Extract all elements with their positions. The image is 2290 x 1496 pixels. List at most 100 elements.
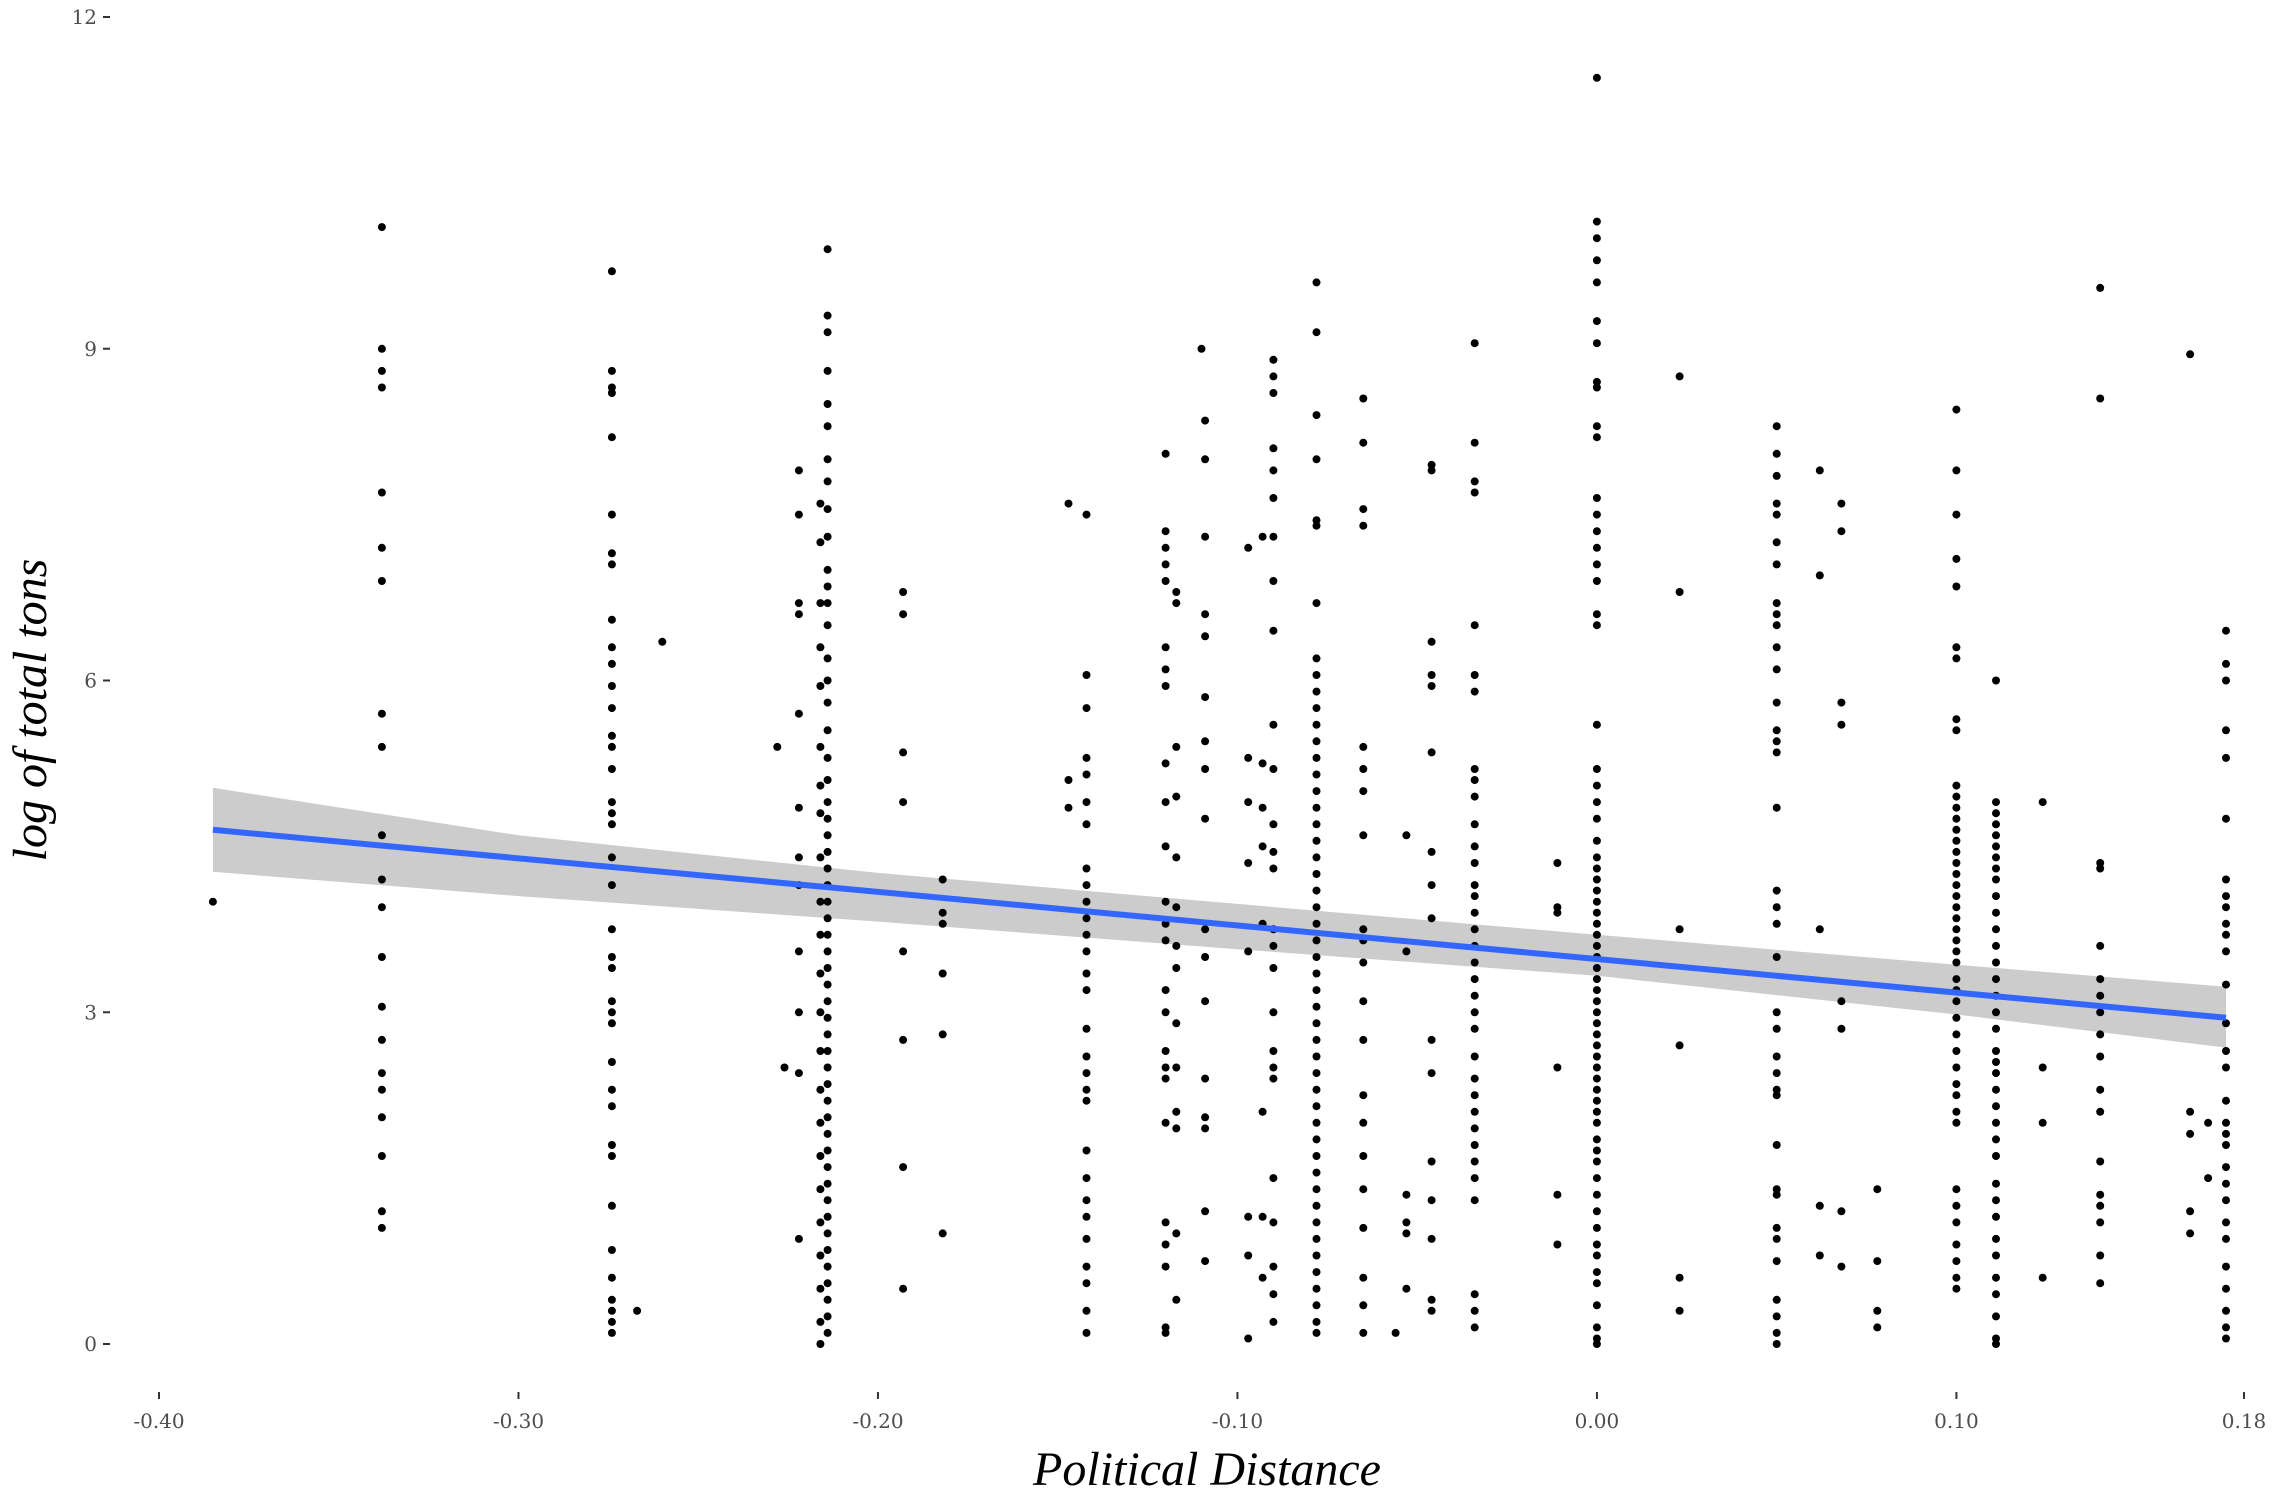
data-point — [2096, 1201, 2105, 1210]
data-point — [1815, 466, 1824, 475]
data-point — [1161, 1063, 1170, 1072]
data-point — [377, 383, 386, 392]
data-point — [1815, 1201, 1824, 1210]
data-point — [1082, 881, 1091, 890]
data-point — [1592, 908, 1601, 917]
data-point — [1161, 1328, 1170, 1337]
data-point — [1952, 1273, 1961, 1282]
data-point — [1992, 1047, 2000, 1055]
data-point — [1312, 1168, 1321, 1177]
x-tick-label: 0.18 — [2222, 1409, 2267, 1433]
data-point — [1312, 411, 1321, 420]
data-point — [607, 682, 616, 690]
data-point — [2096, 1030, 2105, 1039]
data-point — [823, 1179, 832, 1188]
data-point — [1161, 798, 1170, 807]
data-point — [1312, 936, 1321, 945]
data-point — [1837, 1262, 1846, 1271]
data-point — [1952, 914, 1961, 923]
data-point — [1082, 671, 1091, 679]
data-point — [1244, 947, 1253, 956]
data-point — [1772, 1069, 1781, 1078]
data-point — [2222, 1196, 2230, 1205]
data-point — [377, 1113, 386, 1122]
data-point — [2222, 814, 2230, 823]
data-point — [1269, 372, 1278, 381]
data-point — [1427, 682, 1436, 690]
data-point — [1772, 1190, 1781, 1199]
data-point — [2222, 892, 2230, 901]
data-point — [1592, 621, 1601, 630]
data-point — [1470, 776, 1479, 784]
data-point — [1592, 1174, 1601, 1183]
data-point — [1359, 438, 1368, 447]
data-point — [377, 1152, 386, 1160]
data-point — [1952, 781, 1961, 790]
data-point — [1873, 1306, 1882, 1315]
data-point — [2222, 626, 2230, 635]
data-point — [1312, 1301, 1321, 1310]
data-point — [2222, 1047, 2230, 1055]
data-point — [823, 1129, 832, 1138]
data-point — [1952, 466, 1961, 475]
data-point — [823, 814, 832, 823]
data-point — [1592, 1074, 1601, 1083]
data-point — [899, 947, 908, 956]
data-point — [816, 1118, 825, 1127]
data-point — [794, 1234, 803, 1243]
data-point — [1992, 820, 2000, 829]
x-tick-label: -0.40 — [133, 1409, 184, 1433]
data-point — [1359, 1035, 1368, 1044]
data-point — [2096, 864, 2105, 873]
data-point — [1312, 1234, 1321, 1243]
data-point — [1258, 803, 1267, 812]
data-point — [1992, 908, 2000, 917]
data-point — [1201, 737, 1210, 746]
data-point — [1359, 765, 1368, 773]
data-point — [1592, 577, 1601, 585]
data-point — [1470, 1323, 1479, 1332]
data-point — [823, 366, 832, 375]
data-point — [2222, 1179, 2230, 1188]
data-point — [1470, 908, 1479, 917]
data-point — [607, 1085, 616, 1094]
data-point — [823, 1030, 832, 1039]
data-point — [823, 1212, 832, 1221]
data-point — [1312, 986, 1321, 995]
data-point — [1172, 1019, 1181, 1028]
data-point — [1592, 73, 1601, 82]
data-point — [1172, 1107, 1181, 1116]
data-point — [1772, 886, 1781, 895]
data-point — [816, 682, 825, 690]
data-point — [1427, 1069, 1436, 1078]
data-point — [1269, 1063, 1278, 1072]
data-point — [1161, 1323, 1170, 1332]
data-point — [1161, 1047, 1170, 1055]
data-point — [2222, 1129, 2230, 1138]
data-point — [1269, 577, 1278, 585]
x-tick-label: 0.00 — [1575, 1409, 1620, 1433]
data-point — [1772, 737, 1781, 746]
data-point — [1592, 217, 1601, 226]
data-point — [1992, 1340, 2000, 1348]
data-point — [1402, 1284, 1411, 1293]
data-point — [1201, 1124, 1210, 1133]
data-point — [1312, 654, 1321, 663]
data-point — [794, 853, 803, 862]
data-point — [938, 875, 947, 884]
data-point — [377, 1207, 386, 1216]
data-point — [1269, 1218, 1278, 1227]
data-point — [1427, 466, 1436, 475]
data-point — [1312, 1102, 1321, 1111]
data-point — [1312, 820, 1321, 829]
data-point — [823, 1163, 832, 1172]
data-point — [1592, 339, 1601, 348]
data-point — [2096, 1279, 2105, 1288]
data-point — [607, 1273, 616, 1282]
data-point — [816, 969, 825, 978]
data-point — [823, 1328, 832, 1337]
data-point — [1161, 936, 1170, 945]
data-point — [1992, 842, 2000, 851]
data-point — [823, 798, 832, 807]
data-point — [1402, 1218, 1411, 1227]
